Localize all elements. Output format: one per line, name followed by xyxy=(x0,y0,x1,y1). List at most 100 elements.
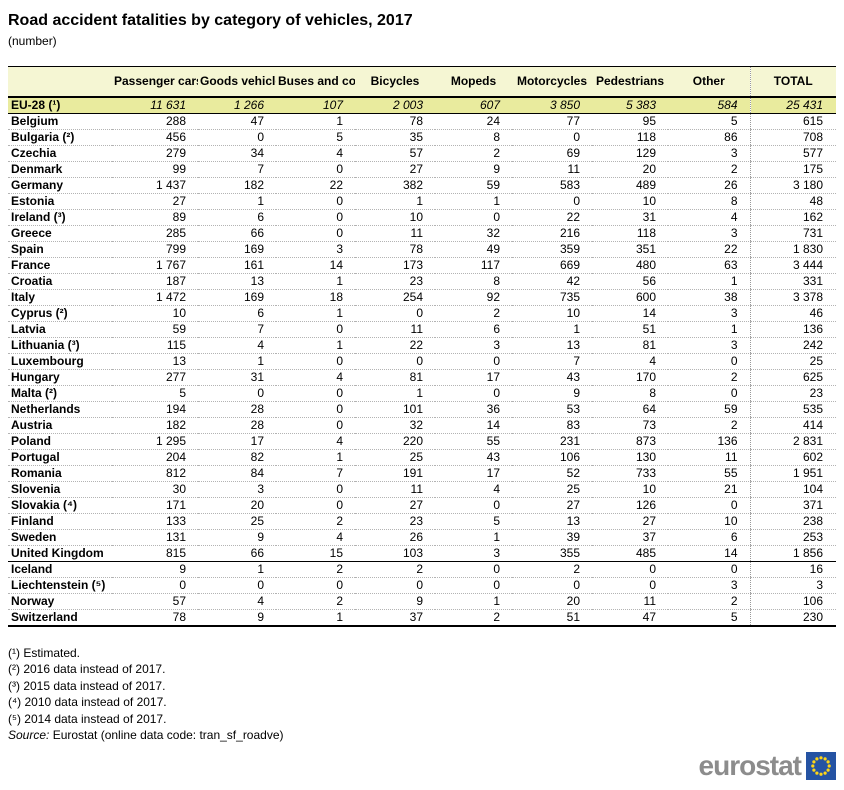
value-cell: 133 xyxy=(112,513,198,530)
table-row: Netherlands 194 28 0 101 36 53 64 59 535 xyxy=(8,401,836,418)
country-cell: Spain xyxy=(8,241,112,258)
value-cell: 3 xyxy=(668,305,750,322)
value-cell: 10 xyxy=(592,481,668,498)
page-title: Road accident fatalities by category of … xyxy=(8,12,413,29)
value-cell: 0 xyxy=(668,561,750,578)
value-cell: 46 xyxy=(749,305,836,322)
value-cell: 30 xyxy=(112,481,198,498)
value-cell: 69 xyxy=(512,145,592,162)
value-cell: 1 xyxy=(276,273,355,290)
value-cell: 26 xyxy=(355,529,435,546)
value-cell: 182 xyxy=(198,177,276,194)
value-cell: 456 xyxy=(112,129,198,146)
value-cell: 13 xyxy=(512,337,592,354)
country-cell: Hungary xyxy=(8,369,112,386)
value-cell: 0 xyxy=(276,417,355,434)
value-cell: 106 xyxy=(749,593,836,610)
value-cell: 32 xyxy=(435,225,512,242)
value-cell: 26 xyxy=(668,177,750,194)
value-cell: 27 xyxy=(112,193,198,210)
table-row: Latvia 59 7 0 11 6 1 51 1 136 xyxy=(8,321,836,338)
country-cell: Austria xyxy=(8,417,112,434)
value-cell: 2 xyxy=(276,513,355,530)
value-cell: 129 xyxy=(592,145,668,162)
eu-flag-icon xyxy=(806,752,836,780)
value-cell: 3 850 xyxy=(512,96,592,114)
value-cell: 1 xyxy=(355,193,435,210)
value-cell: 253 xyxy=(749,529,836,546)
value-cell: 5 xyxy=(668,113,750,130)
value-cell: 812 xyxy=(112,465,198,482)
value-cell: 3 xyxy=(749,577,836,594)
value-cell: 117 xyxy=(435,257,512,274)
value-cell: 731 xyxy=(749,225,836,242)
value-cell: 104 xyxy=(749,481,836,498)
table-row: Lithuania (³) 115 4 1 22 3 13 81 3 242 xyxy=(8,337,836,354)
value-cell: 2 xyxy=(668,593,750,610)
value-cell: 78 xyxy=(355,241,435,258)
value-cell: 16 xyxy=(749,561,836,578)
value-cell: 10 xyxy=(112,305,198,322)
table-row: Hungary 277 31 4 81 17 43 170 2 625 xyxy=(8,369,836,386)
value-cell: 1 951 xyxy=(749,465,836,482)
table-row: Malta (²) 5 0 0 1 0 9 8 0 23 xyxy=(8,385,836,402)
value-cell: 4 xyxy=(276,369,355,386)
value-cell: 279 xyxy=(112,145,198,162)
country-cell: Greece xyxy=(8,225,112,242)
value-cell: 23 xyxy=(355,273,435,290)
value-cell: 254 xyxy=(355,289,435,306)
footnote-line: (⁵) 2014 data instead of 2017. xyxy=(8,711,167,726)
country-cell: France xyxy=(8,257,112,274)
eu-stars xyxy=(811,756,831,776)
country-cell: Iceland xyxy=(8,561,112,578)
value-cell: 735 xyxy=(512,289,592,306)
value-cell: 27 xyxy=(592,513,668,530)
value-cell: 0 xyxy=(355,305,435,322)
value-cell: 10 xyxy=(668,513,750,530)
value-cell: 27 xyxy=(512,497,592,514)
country-cell: Liechtenstein (⁵) xyxy=(8,577,112,594)
value-cell: 4 xyxy=(435,481,512,498)
value-cell: 9 xyxy=(198,529,276,546)
value-cell: 51 xyxy=(512,609,592,627)
value-cell: 170 xyxy=(592,369,668,386)
value-cell: 2 xyxy=(668,417,750,434)
table-row: United Kingdom 815 66 15 103 3 355 485 14 1 856 xyxy=(8,545,836,562)
value-cell: 0 xyxy=(592,577,668,594)
value-cell: 3 xyxy=(198,481,276,498)
value-cell: 43 xyxy=(512,369,592,386)
value-cell: 0 xyxy=(276,209,355,226)
value-cell: 6 xyxy=(198,209,276,226)
value-cell: 2 xyxy=(355,561,435,578)
value-cell: 25 xyxy=(749,353,836,370)
value-cell: 17 xyxy=(435,369,512,386)
value-cell: 4 xyxy=(668,209,750,226)
value-cell: 2 xyxy=(435,145,512,162)
country-cell: Slovenia xyxy=(8,481,112,498)
value-cell: 182 xyxy=(112,417,198,434)
table-row: Switzerland 78 9 1 37 2 51 47 5 230 xyxy=(8,609,836,627)
value-cell: 20 xyxy=(592,161,668,178)
value-cell: 4 xyxy=(276,529,355,546)
table-row: Belgium 288 47 1 78 24 77 95 5 615 xyxy=(8,113,836,130)
source-line: Source: Eurostat (online data code: tran… xyxy=(8,727,836,744)
value-cell: 3 xyxy=(276,241,355,258)
value-cell: 583 xyxy=(512,177,592,194)
value-cell: 14 xyxy=(592,305,668,322)
value-cell: 64 xyxy=(592,401,668,418)
value-cell: 49 xyxy=(435,241,512,258)
value-cell: 0 xyxy=(435,385,512,402)
value-cell: 2 xyxy=(668,369,750,386)
value-cell: 7 xyxy=(198,161,276,178)
value-cell: 4 xyxy=(592,353,668,370)
footnote-line: (¹) Estimated. xyxy=(8,645,81,660)
country-cell: EU-28 (¹) xyxy=(8,96,112,114)
value-cell: 10 xyxy=(355,209,435,226)
col-header-total: TOTAL xyxy=(749,66,836,98)
table-row: Spain 799 169 3 78 49 359 351 22 1 830 xyxy=(8,241,836,258)
value-cell: 22 xyxy=(512,209,592,226)
value-cell: 480 xyxy=(592,257,668,274)
value-cell: 873 xyxy=(592,433,668,450)
